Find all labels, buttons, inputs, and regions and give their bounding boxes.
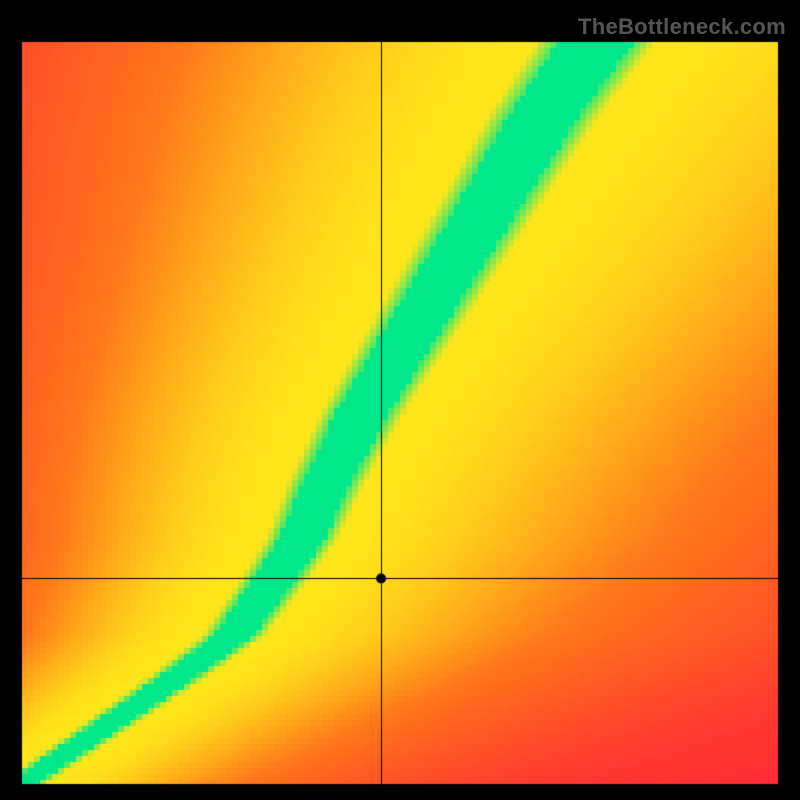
chart-container: { "watermark": { "text": "TheBottleneck.… (0, 0, 800, 800)
watermark-text: TheBottleneck.com (578, 14, 786, 40)
bottleneck-heatmap (0, 0, 800, 800)
